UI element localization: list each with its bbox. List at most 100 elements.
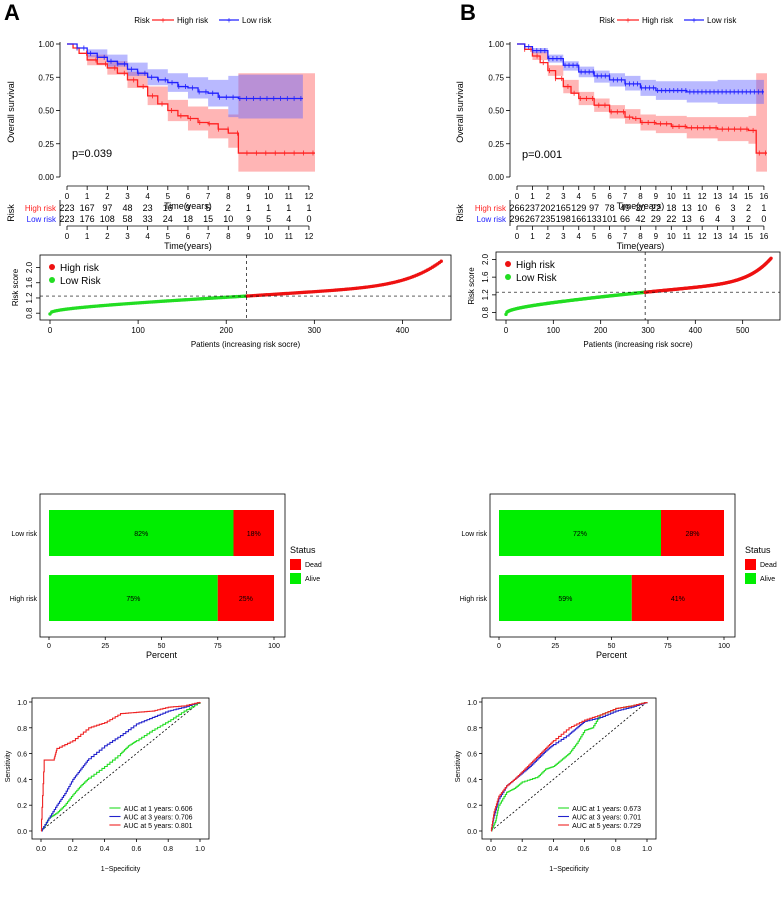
risk-table-x-tick-label: 6: [607, 232, 612, 241]
risk-table-low-count: 58: [122, 214, 132, 224]
roc-plot-frame: [481, 697, 657, 840]
risk-table-x-tick-label: 11: [285, 232, 294, 241]
risk-score-x-tick-label: 0: [48, 326, 53, 335]
roc-x-tick-label: 0.6: [580, 846, 590, 853]
risk-score-x-tick-label: 400: [689, 326, 703, 335]
roc-y-tick-label: 0.6: [467, 752, 477, 759]
risk-score-y-axis-title: Risk score: [11, 268, 20, 306]
risk-table-high-count: 165: [556, 203, 571, 213]
risk-score-x-tick-label: 500: [736, 326, 750, 335]
risk-table-low-count: 101: [602, 214, 617, 224]
risk-table-low-count: 6: [700, 214, 705, 224]
risk-score-point-high: [769, 256, 773, 261]
km-y-tick-label: 1.00: [488, 40, 504, 49]
risk-table-x-tick-label: 8: [226, 232, 231, 241]
risk-table-low-count: 176: [80, 214, 95, 224]
km-x-tick-label: 9: [246, 192, 251, 201]
risk-table-x-tick-label: 12: [304, 232, 313, 241]
risk-table-high-count: 2: [226, 203, 231, 213]
risk-table-high-count: 129: [571, 203, 586, 213]
risk-table-low-count: 166: [571, 214, 586, 224]
risk-table-high-count: 167: [80, 203, 95, 213]
risk-table-high-count: 16: [163, 203, 173, 213]
bar-dead-percent: 18%: [247, 531, 261, 538]
risk-score-x-tick-label: 300: [308, 326, 322, 335]
risk-table-high-count: 266: [509, 203, 524, 213]
km-x-tick-label: 3: [561, 192, 566, 201]
roc-x-axis-title: 1−Specificity: [101, 866, 141, 873]
risk-score-point-high: [439, 259, 443, 263]
km-legend-low-mark: +: [226, 16, 231, 26]
roc-x-tick-label: 0.2: [68, 846, 78, 853]
risk-table-low-count: 133: [587, 214, 602, 224]
bar-x-tick-label: 0: [497, 643, 501, 650]
risk-table-high-count: 1: [761, 203, 766, 213]
risk-score-x-tick-label: 200: [594, 326, 608, 335]
risk-table-high-count: 97: [102, 203, 112, 213]
roc-legend-label: AUC at 1 years: 0.673: [572, 806, 641, 813]
risk-table-low-count: 2: [746, 214, 751, 224]
km-x-tick-label: 10: [264, 192, 273, 201]
roc-y-tick-label: 0.2: [467, 803, 477, 810]
km-low-ci-band: [67, 44, 303, 119]
risk-table-high-count: 9: [185, 203, 190, 213]
km-x-tick-label: 1: [85, 192, 90, 201]
risk-score-y-tick-label: 0.8: [481, 306, 490, 318]
risk-score-y-tick-label: 0.8: [25, 307, 34, 319]
risk-table-low-count: 13: [682, 214, 692, 224]
km-pvalue: p=0.001: [522, 149, 562, 161]
risk-table-x-tick-label: 13: [713, 232, 722, 241]
roc-x-tick-label: 0.2: [517, 846, 527, 853]
roc-y-tick-label: 0.0: [467, 829, 477, 836]
risk-table-low-count: 0: [306, 214, 311, 224]
risk-table-title: Risk: [6, 204, 16, 222]
risk-table-low-count: 0: [761, 214, 766, 224]
bar-x-axis-title: Percent: [146, 650, 178, 660]
risk-table-x-tick-label: 3: [561, 232, 566, 241]
risk-table-low-count: 9: [246, 214, 251, 224]
roc-y-tick-label: 0.4: [17, 777, 27, 784]
roc-x-tick-label: 0.4: [100, 846, 110, 853]
bar-x-tick-label: 100: [268, 643, 280, 650]
risk-table-low-count: 10: [223, 214, 233, 224]
km-x-tick-label: 15: [744, 192, 753, 201]
risk-table-x-tick-label: 0: [65, 232, 70, 241]
risk-table-x-tick-label: 4: [577, 232, 582, 241]
risk-table-x-tick-label: 3: [125, 232, 130, 241]
roc-y-axis-title: Sensitivity: [5, 750, 12, 782]
risk-table-high-count: 2: [746, 203, 751, 213]
bar-dead-percent: 28%: [685, 531, 699, 538]
bar-row-label: High risk: [460, 596, 488, 603]
bar-legend-dead-label: Dead: [760, 562, 777, 569]
km-y-tick-label: 0.50: [488, 107, 504, 116]
risk-score-x-axis-title: Patients (increasing risk socre): [191, 340, 301, 349]
risk-score-x-tick-label: 100: [131, 326, 145, 335]
risk-table-low-count: 15: [203, 214, 213, 224]
km-x-tick-label: 14: [729, 192, 738, 201]
km-legend-high-label: High risk: [177, 16, 209, 25]
risk-table-x-tick-label: 16: [759, 232, 768, 241]
bar-legend-title: Status: [745, 545, 771, 555]
km-high-risk-curve: [67, 43, 315, 154]
roc-y-axis-title: Sensitivity: [455, 750, 462, 782]
risk-table-low-count: 296: [509, 214, 524, 224]
km-x-tick-label: 1: [530, 192, 535, 201]
km-y-axis-title: Overall survival: [6, 81, 16, 143]
bar-alive-percent: 72%: [573, 531, 587, 538]
risk-score-legend-low-dot: [49, 277, 55, 283]
km-x-tick-label: 11: [683, 192, 692, 201]
bar-legend-dead-swatch: [745, 559, 756, 570]
roc-y-tick-label: 0.8: [467, 726, 477, 733]
risk-score-legend-high-label: High risk: [516, 260, 556, 271]
roc-y-tick-label: 0.4: [467, 777, 477, 784]
risk-score-x-tick-label: 300: [641, 326, 655, 335]
km-x-tick-label: 16: [759, 192, 768, 201]
km-x-tick-label: 12: [698, 192, 707, 201]
risk-score-legend-high-label: High risk: [60, 263, 100, 274]
km-low-risk-curve: [517, 43, 764, 93]
risk-score-legend-high-dot: [49, 264, 55, 270]
bar-legend-alive-label: Alive: [760, 576, 775, 583]
bar-legend-title: Status: [290, 545, 316, 555]
risk-table-x-axis-title: Time(years): [617, 241, 665, 251]
bar-legend-dead-swatch: [290, 559, 301, 570]
